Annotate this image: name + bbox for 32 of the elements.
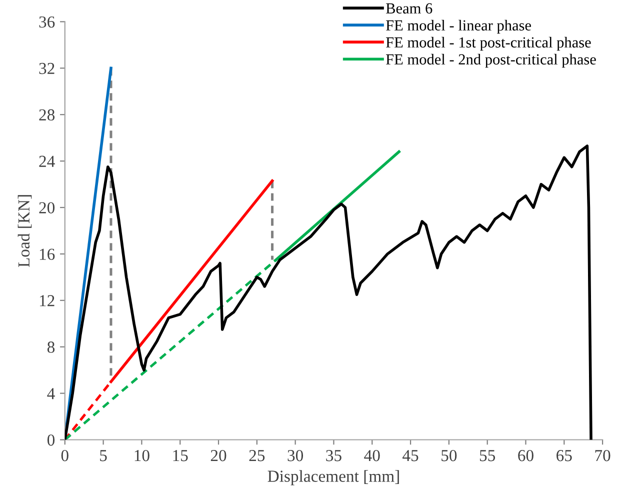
- x-tick-label: 30: [288, 450, 304, 462]
- x-tick-label: 15: [173, 450, 188, 462]
- x-tick-label: 10: [134, 450, 150, 462]
- x-tick-label: 0: [61, 450, 68, 462]
- y-tick-label: 16: [40, 248, 55, 260]
- y-tick-label: 12: [40, 295, 54, 306]
- x-tick-label: 65: [556, 450, 572, 462]
- x-tick-label: 40: [364, 450, 380, 462]
- x-tick-label: 45: [402, 450, 418, 462]
- y-tick-label: 24: [39, 156, 55, 167]
- x-tick-label: 60: [518, 450, 534, 462]
- y-tick-label: 36: [39, 16, 55, 28]
- x-tick-label: 50: [442, 450, 457, 462]
- y-tick-label: 20: [39, 202, 55, 214]
- line-series: [64, 144, 592, 440]
- y-axis-title: Load [KN]: [18, 195, 32, 268]
- x-axis-title: Displacement [mm]: [268, 470, 399, 486]
- x-tick-label: 55: [480, 450, 496, 462]
- legend-label: FE model - linear phase: [386, 20, 531, 34]
- legend-label: FE model - 2nd post-critical phase: [386, 54, 596, 68]
- y-tick-label: 28: [39, 109, 55, 121]
- x-tick-label: 5: [100, 450, 107, 462]
- y-tick-label: 32: [39, 62, 54, 74]
- y-tick-label: 8: [47, 342, 55, 353]
- legend-label: Beam 6: [386, 3, 432, 14]
- x-tick-label: 25: [249, 450, 265, 462]
- y-tick-label: 0: [47, 434, 55, 446]
- x-tick-label: 20: [210, 450, 226, 462]
- y-tick-label: 4: [47, 388, 55, 400]
- x-tick-label: 35: [326, 450, 342, 462]
- legend-label: FE model - 1st post-critical phase: [386, 36, 591, 51]
- x-tick-label: 70: [595, 450, 610, 462]
